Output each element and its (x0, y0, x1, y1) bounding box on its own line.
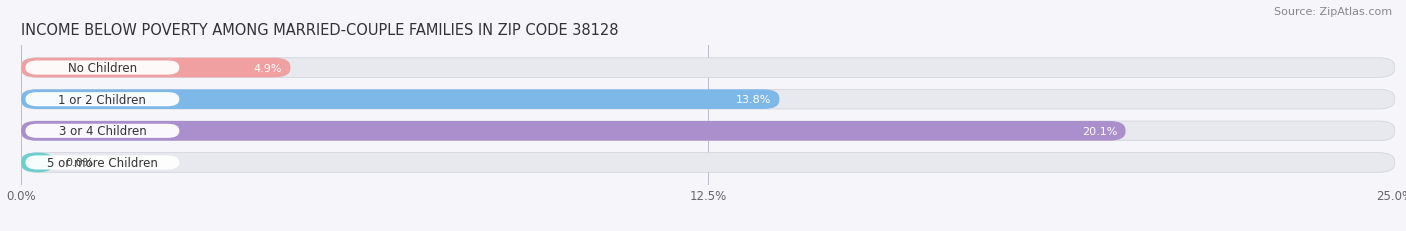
FancyBboxPatch shape (21, 90, 779, 109)
Text: 1 or 2 Children: 1 or 2 Children (59, 93, 146, 106)
FancyBboxPatch shape (25, 156, 180, 170)
FancyBboxPatch shape (21, 122, 1126, 141)
FancyBboxPatch shape (21, 122, 1395, 141)
FancyBboxPatch shape (25, 61, 180, 75)
Text: Source: ZipAtlas.com: Source: ZipAtlas.com (1274, 7, 1392, 17)
FancyBboxPatch shape (25, 124, 180, 138)
Text: 4.9%: 4.9% (253, 63, 283, 73)
Text: 20.1%: 20.1% (1081, 126, 1118, 136)
FancyBboxPatch shape (21, 153, 1395, 173)
Text: No Children: No Children (67, 62, 136, 75)
Text: INCOME BELOW POVERTY AMONG MARRIED-COUPLE FAMILIES IN ZIP CODE 38128: INCOME BELOW POVERTY AMONG MARRIED-COUPL… (21, 23, 619, 38)
Text: 0.0%: 0.0% (65, 158, 93, 168)
Text: 3 or 4 Children: 3 or 4 Children (59, 125, 146, 138)
Text: 5 or more Children: 5 or more Children (46, 156, 157, 169)
FancyBboxPatch shape (21, 90, 1395, 109)
FancyBboxPatch shape (21, 58, 1395, 78)
FancyBboxPatch shape (25, 93, 180, 107)
FancyBboxPatch shape (21, 58, 290, 78)
FancyBboxPatch shape (21, 153, 53, 173)
Text: 13.8%: 13.8% (735, 95, 770, 105)
